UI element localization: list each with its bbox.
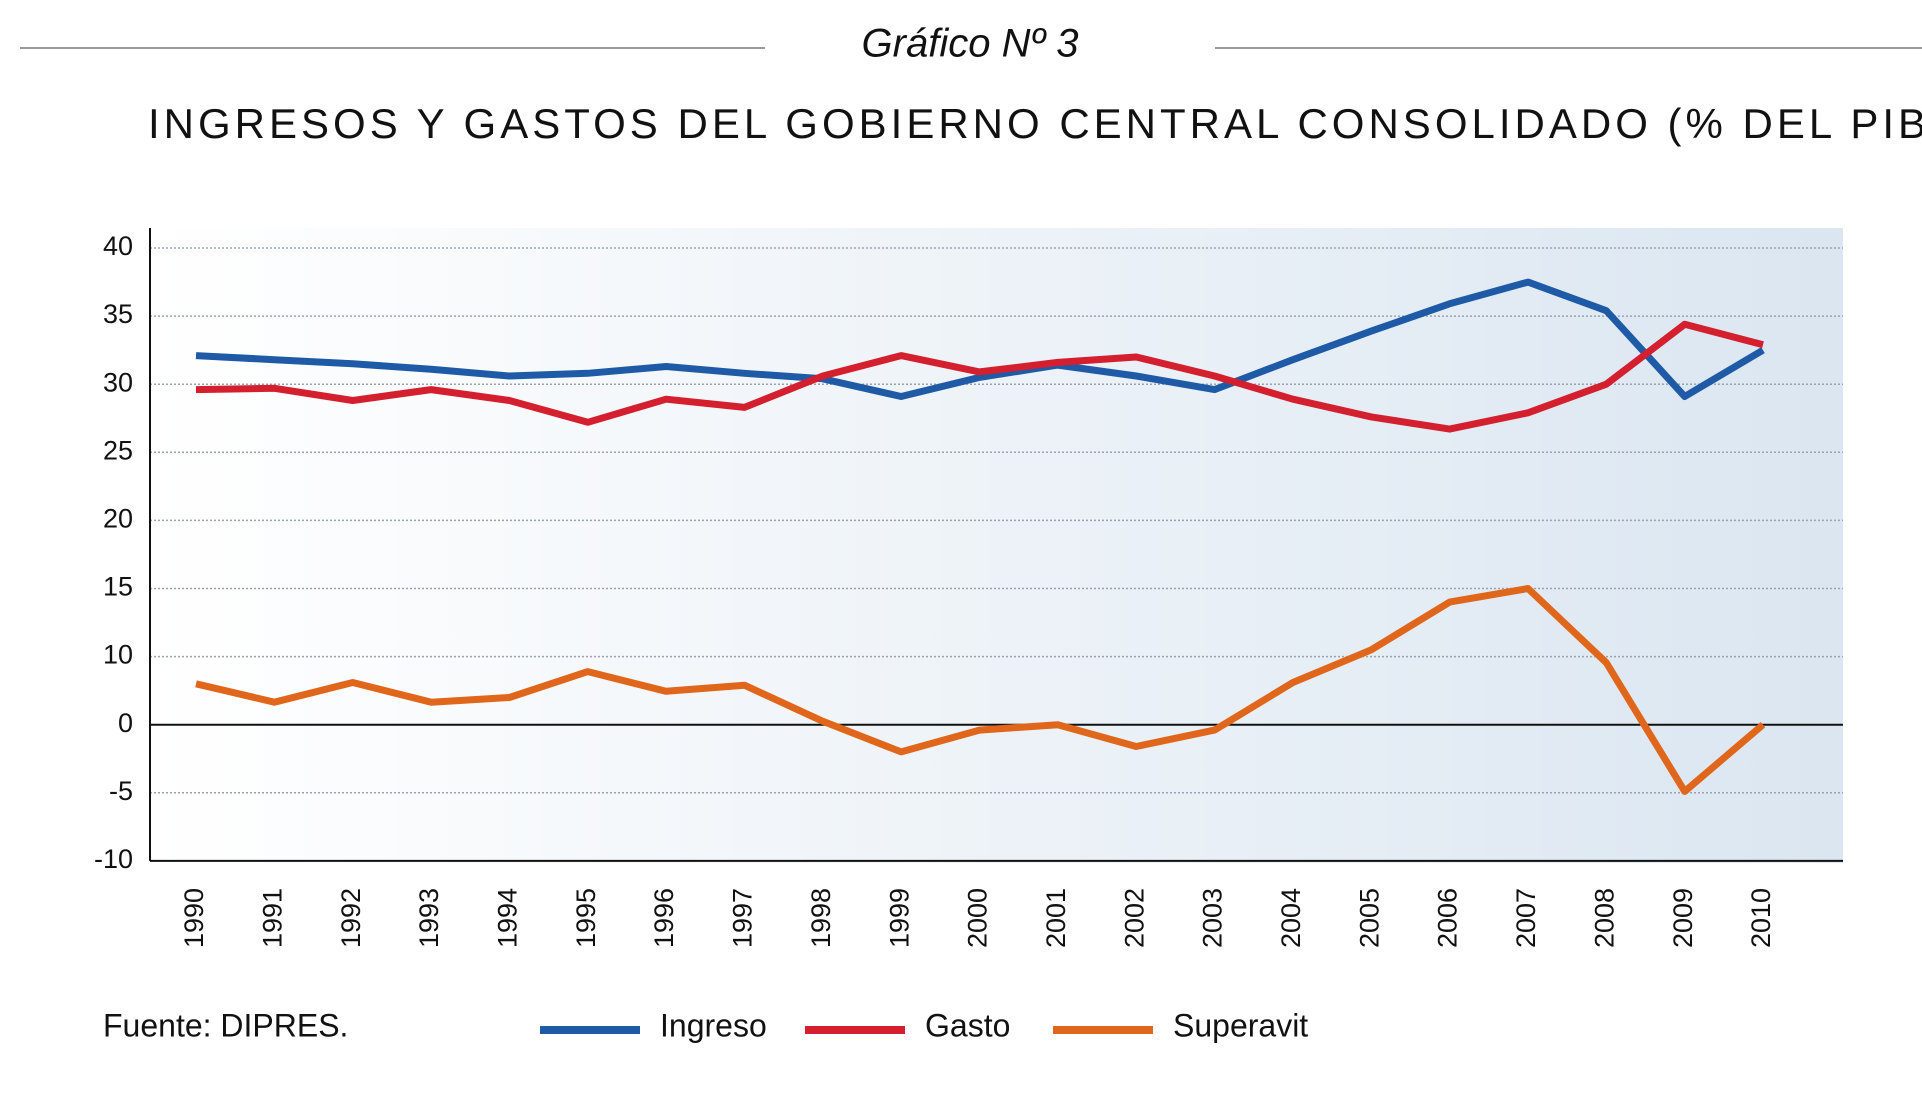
x-tick-label: 2010 — [1746, 888, 1776, 948]
x-tick-label: 1999 — [884, 888, 914, 948]
legend-label: Superavit — [1173, 1007, 1308, 1043]
source: Fuente: DIPRES. — [103, 1007, 348, 1043]
y-tick-label: -10 — [94, 844, 133, 874]
y-tick-label: 15 — [103, 572, 133, 602]
x-tick-label: 2000 — [963, 888, 993, 948]
legend-label: Ingreso — [660, 1007, 767, 1043]
y-tick-label: 25 — [103, 435, 133, 465]
x-tick-label: 1991 — [257, 888, 287, 948]
line-series — [195, 278, 1765, 400]
x-tick-label: 1993 — [414, 888, 444, 948]
plot-area — [150, 228, 1843, 863]
x-tick-label: 2002 — [1119, 888, 1149, 948]
x-tick-label: 2001 — [1041, 888, 1071, 948]
y-tick-label: -5 — [109, 776, 133, 806]
x-tick-label: 1994 — [493, 888, 523, 948]
x-tick-label: 2009 — [1668, 888, 1698, 948]
x-tick-label: 1995 — [571, 888, 601, 948]
y-tick-label: 40 — [103, 231, 133, 261]
y-tick-label: 10 — [103, 640, 133, 670]
y-tick-label: 30 — [103, 367, 133, 397]
y-tick-label: 35 — [103, 299, 133, 329]
x-tick-label: 2004 — [1276, 888, 1306, 948]
x-tick-label: 1997 — [728, 888, 758, 948]
chart-header: Gráfico Nº 3 — [862, 22, 1079, 66]
x-tick-label: 1996 — [649, 888, 679, 948]
y-tick-label: 20 — [103, 504, 133, 534]
x-tick-label: 1998 — [806, 888, 836, 948]
x-tick-label: 2003 — [1198, 888, 1228, 948]
line-series — [195, 585, 1766, 795]
x-tick-label: 2008 — [1589, 888, 1619, 948]
x-tick-label: 1990 — [179, 888, 209, 948]
legend-label: Gasto — [925, 1007, 1010, 1043]
y-tick-label: 0 — [118, 708, 133, 738]
x-tick-label: 2005 — [1354, 888, 1384, 948]
x-tick-label: 2006 — [1433, 888, 1463, 948]
x-tick-label: 2007 — [1511, 888, 1541, 948]
line-series — [195, 320, 1764, 433]
chart-title: INGRESOS Y GASTOS DEL GOBIERNO CENTRAL C… — [148, 100, 1922, 147]
x-tick-label: 1992 — [336, 888, 366, 948]
